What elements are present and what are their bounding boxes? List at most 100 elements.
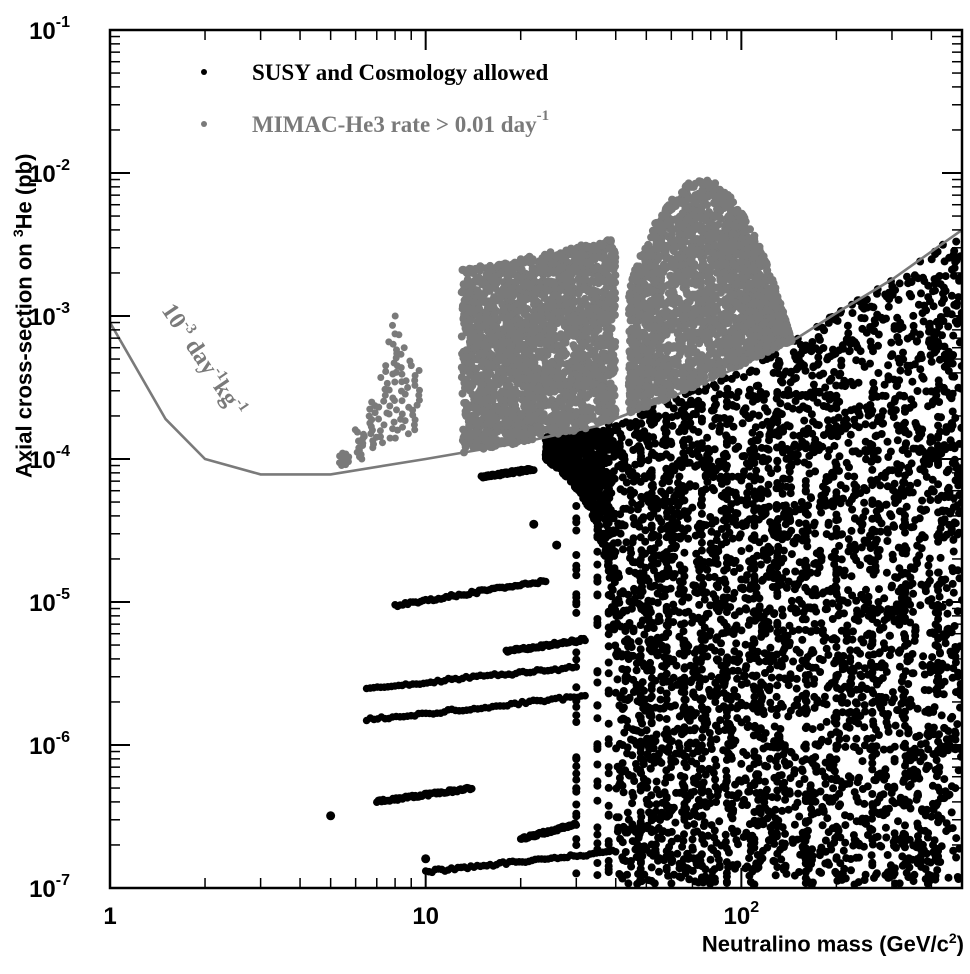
allowed-point (690, 726, 699, 735)
allowed-point (840, 864, 849, 873)
allowed-point (694, 452, 703, 461)
allowed-point (593, 859, 602, 867)
allowed-point (824, 416, 832, 425)
allowed-point (652, 777, 661, 786)
allowed-point (773, 464, 782, 473)
allowed-point (662, 647, 671, 656)
allowed-point (758, 621, 766, 630)
allowed-point (572, 869, 581, 878)
allowed-point (773, 762, 782, 771)
allowed-point (944, 465, 953, 474)
allowed-point (840, 566, 849, 575)
allowed-point (898, 323, 907, 332)
allowed-point (697, 694, 706, 703)
allowed-point (752, 614, 761, 623)
allowed-point (593, 475, 602, 484)
allowed-point (636, 876, 645, 885)
allowed-point (881, 823, 890, 832)
allowed-point (629, 514, 638, 522)
allowed-point (750, 838, 759, 847)
allowed-point (887, 645, 896, 654)
allowed-point (933, 765, 942, 774)
allowed-point (882, 833, 891, 842)
allowed-point (695, 600, 704, 609)
allowed-point (734, 789, 743, 798)
allowed-point (924, 489, 932, 498)
allowed-point (925, 448, 934, 457)
allowed-point (678, 842, 687, 851)
allowed-point (671, 818, 680, 827)
allowed-point (903, 272, 911, 281)
allowed-point (629, 624, 638, 633)
allowed-point (824, 520, 833, 529)
allowed-point (773, 681, 782, 690)
allowed-point (832, 694, 841, 703)
allowed-point (811, 467, 820, 476)
allowed-point (572, 444, 581, 453)
allowed-point (832, 583, 841, 592)
allowed-point (689, 668, 698, 677)
allowed-point (581, 480, 590, 489)
allowed-point (662, 660, 671, 669)
allowed-point (867, 851, 876, 860)
allowed-point (722, 461, 731, 470)
allowed-point (919, 447, 928, 456)
allowed-point (647, 809, 656, 818)
allowed-point (947, 424, 956, 433)
allowed-point (928, 653, 937, 662)
allowed-point (750, 607, 759, 616)
allowed-point (722, 452, 731, 461)
allowed-point (662, 629, 671, 638)
allowed-point (645, 604, 654, 613)
allowed-point (904, 680, 913, 688)
allowed-point (934, 529, 943, 538)
allowed-point (741, 521, 750, 530)
allowed-point (697, 414, 706, 423)
allowed-point (712, 686, 721, 695)
allowed-point (846, 646, 855, 655)
allowed-point (890, 479, 899, 488)
allowed-point (844, 547, 853, 556)
allowed-point (647, 665, 656, 674)
allowed-point (626, 651, 635, 660)
allowed-point (901, 859, 909, 868)
allowed-point (614, 823, 623, 832)
allowed-point (722, 869, 731, 878)
allowed-point (832, 635, 841, 644)
allowed-point (844, 438, 853, 447)
allowed-point (901, 721, 909, 730)
allowed-point (671, 701, 679, 710)
allowed-point (854, 774, 863, 782)
allowed-point (708, 462, 717, 471)
allowed-point (680, 759, 689, 768)
allowed-point (662, 421, 671, 430)
allowed-point (593, 490, 602, 499)
allowed-point (845, 723, 854, 732)
allowed-point (832, 488, 841, 497)
allowed-point (624, 642, 633, 651)
allowed-point (832, 510, 841, 519)
allowed-point (773, 786, 782, 795)
allowed-point (874, 598, 883, 606)
allowed-point (741, 594, 750, 602)
allowed-point (754, 381, 763, 390)
allowed-point (733, 692, 742, 701)
allowed-point (572, 835, 581, 844)
allowed-point (914, 822, 922, 831)
allowed-point (949, 846, 958, 855)
allowed-point (795, 558, 804, 567)
allowed-point (604, 518, 613, 527)
allowed-point (697, 618, 706, 627)
allowed-point (680, 572, 689, 581)
allowed-point (689, 854, 698, 863)
allowed-point (940, 794, 949, 803)
allowed-point (773, 479, 782, 487)
allowed-point (771, 805, 780, 814)
allowed-point (647, 582, 656, 591)
allowed-point (781, 861, 790, 870)
allowed-point (911, 516, 920, 525)
allowed-point (732, 370, 741, 379)
allowed-point (832, 464, 841, 473)
allowed-point (801, 487, 810, 496)
allowed-point (759, 680, 768, 689)
